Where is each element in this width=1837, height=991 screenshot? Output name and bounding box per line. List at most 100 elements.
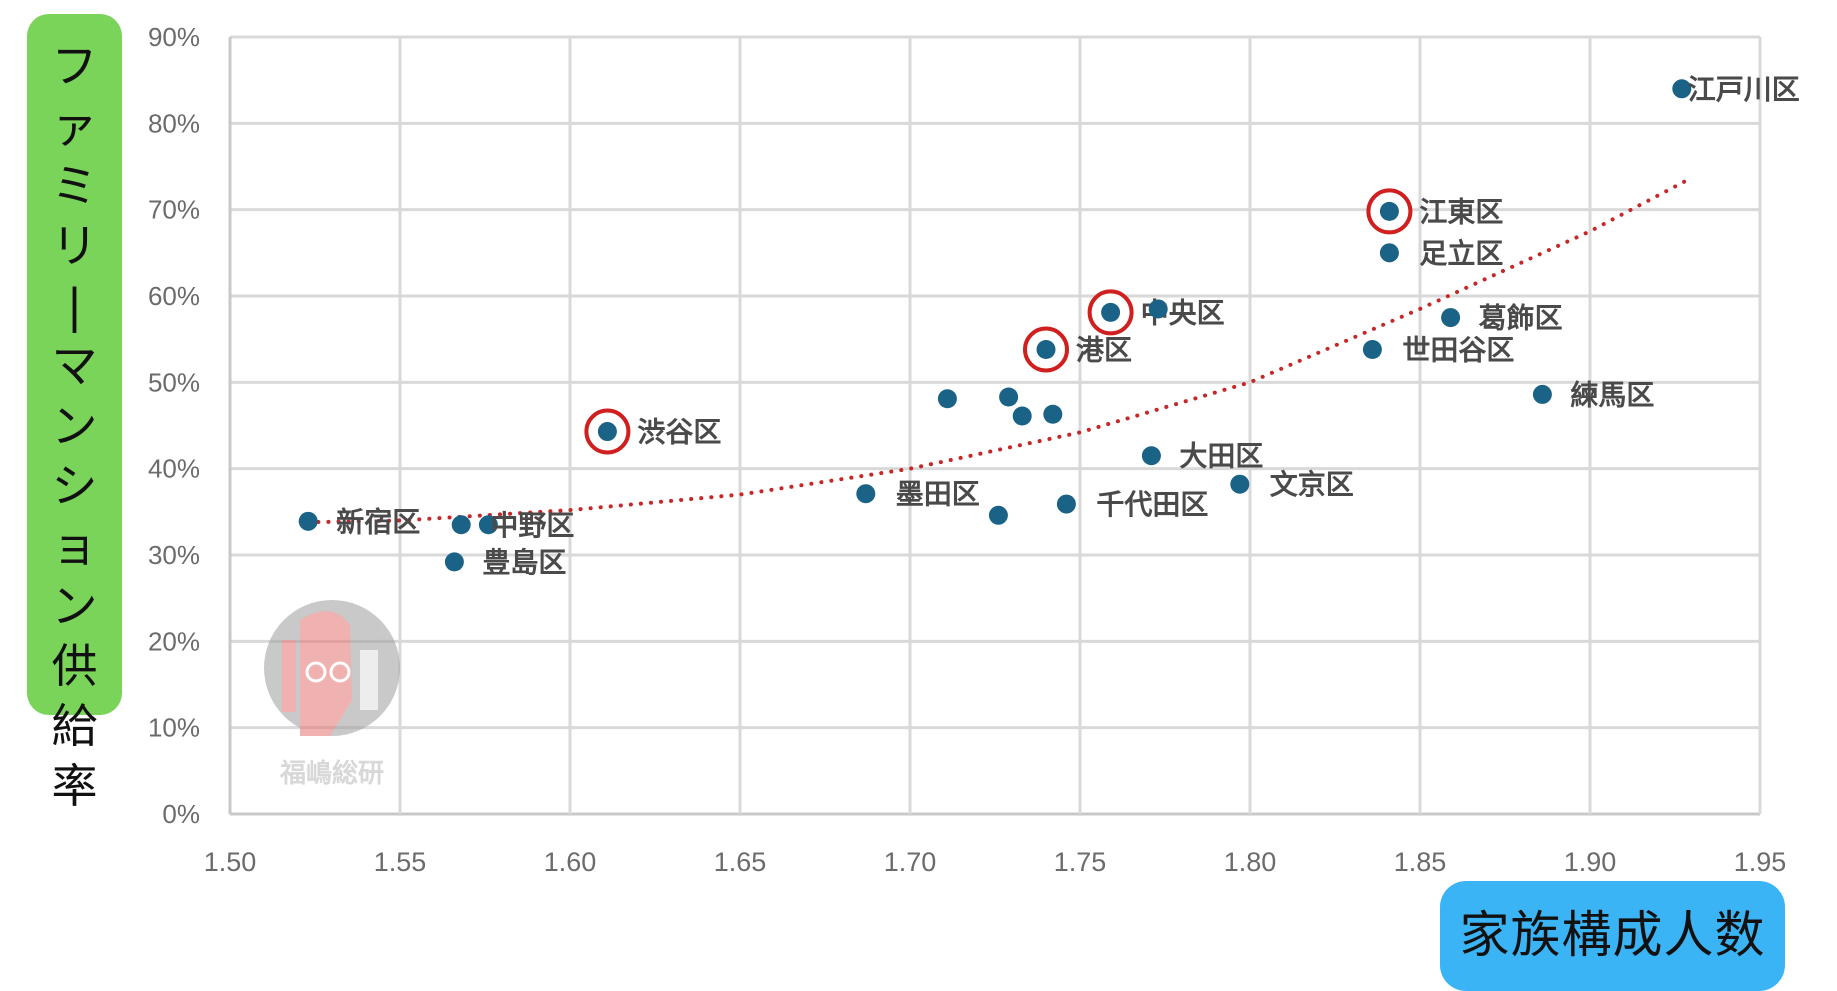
point-label: 千代田区 (1096, 488, 1208, 521)
marker-dot-icon (1532, 384, 1552, 404)
data-point: 文京区 (1230, 468, 1354, 501)
y-axis-ticks: 0% 10% 20% 30% 40% 50% 60% 70% 80% 90% (148, 22, 200, 829)
y-axis-title-char: シ (51, 459, 98, 513)
y-tick-label: 60% (148, 281, 200, 311)
data-point: 墨田区 (856, 478, 980, 511)
y-tick-label: 30% (148, 540, 200, 570)
y-axis-title-char: リ (51, 219, 98, 273)
x-tick-label: 1.85 (1394, 847, 1447, 877)
marker-dot-icon (1230, 474, 1250, 494)
y-axis-title-char: 率 (51, 759, 98, 813)
y-axis-title-char: ン (51, 579, 98, 633)
y-axis-title-char: ミ (51, 159, 98, 213)
y-tick-label: 20% (148, 626, 200, 656)
x-tick-label: 1.65 (714, 847, 767, 877)
point-label: 世田谷区 (1402, 334, 1514, 367)
point-label: 豊島区 (482, 546, 566, 579)
y-tick-label: 80% (148, 108, 200, 138)
y-tick-label: 40% (148, 454, 200, 484)
marker-dot-icon (1101, 302, 1121, 322)
x-tick-label: 1.50 (204, 847, 257, 877)
marker-dot-icon (856, 484, 876, 504)
data-point: 千代田区 (1056, 488, 1208, 521)
marker-dot-icon (298, 511, 318, 531)
marker-dot-icon (1012, 406, 1032, 426)
x-tick-label: 1.70 (884, 847, 937, 877)
x-tick-label: 1.80 (1224, 847, 1277, 877)
y-tick-label: 50% (148, 367, 200, 397)
data-point: 大田区 (1141, 440, 1263, 473)
x-tick-label: 1.75 (1054, 847, 1107, 877)
marker-dot-icon (478, 515, 498, 535)
marker-dot-icon (1141, 446, 1161, 466)
watermark-logo: 福嶋総研 (264, 600, 400, 789)
point-label: 江戸川区 (1688, 73, 1800, 106)
y-axis-title-char: 供 (51, 639, 98, 693)
x-tick-label: 1.60 (544, 847, 597, 877)
marker-dot-icon (1379, 201, 1399, 221)
x-tick-label: 1.55 (374, 847, 427, 877)
marker-dot-icon (1672, 79, 1692, 99)
marker-dot-icon (1148, 299, 1168, 319)
data-point (1043, 404, 1063, 424)
watermark-glasses-icon (329, 661, 351, 683)
point-label: 中野区 (490, 509, 574, 542)
y-axis-title-char: ョ (51, 519, 98, 573)
marker-dot-icon (937, 389, 957, 409)
data-point: 江戸川区 (1672, 73, 1800, 106)
marker-dot-icon (1056, 494, 1076, 514)
x-tick-label: 1.95 (1734, 847, 1787, 877)
watermark-building-icon (360, 650, 378, 710)
marker-dot-icon (1379, 243, 1399, 263)
y-axis-title-char: 給 (51, 699, 98, 753)
data-point: 練馬区 (1532, 378, 1654, 411)
data-point (999, 387, 1019, 407)
data-point: 足立区 (1379, 237, 1503, 270)
marker-dot-icon (1362, 340, 1382, 360)
data-point: 中野区 (478, 509, 574, 542)
data-point (451, 515, 471, 535)
point-label: 葛飾区 (1479, 302, 1563, 335)
point-label: 足立区 (1419, 237, 1503, 270)
marker-dot-icon (1441, 308, 1461, 328)
marker-dot-icon (988, 505, 1008, 525)
data-point (988, 505, 1008, 525)
data-point (1012, 406, 1032, 426)
point-label: 文京区 (1270, 468, 1354, 501)
data-point: 港区 (1023, 326, 1132, 373)
x-axis-title-text: 家族構成人数 (1459, 906, 1766, 964)
watermark-text: 福嶋総研 (279, 758, 384, 789)
x-axis-title: 家族構成人数 (1440, 881, 1785, 991)
point-label: 港区 (1076, 334, 1132, 367)
point-label: 練馬区 (1570, 378, 1654, 411)
y-tick-label: 90% (148, 22, 200, 52)
data-point (1148, 299, 1168, 319)
watermark-glasses-icon (305, 661, 327, 683)
y-axis-title: ファミリ | マンション供給率 (27, 14, 122, 813)
data-point: 新宿区 (298, 505, 420, 538)
y-axis-title-char: フ (51, 39, 98, 93)
y-tick-label: 10% (148, 713, 200, 743)
marker-dot-icon (597, 422, 617, 442)
point-label: 新宿区 (336, 505, 420, 538)
y-tick-label: 0% (162, 799, 200, 829)
x-axis-ticks: 1.50 1.55 1.60 1.65 1.70 1.75 1.80 1.85 1.90 1.95 (204, 847, 1787, 877)
marker-dot-icon (999, 387, 1019, 407)
y-axis-title-char: マ (51, 339, 98, 393)
point-label: 渋谷区 (637, 416, 721, 449)
data-point: 葛飾区 (1441, 302, 1563, 335)
y-tick-label: 70% (148, 195, 200, 225)
watermark-building-icon (282, 640, 296, 712)
marker-dot-icon (444, 552, 464, 572)
marker-dot-icon (1043, 404, 1063, 424)
data-point (937, 389, 957, 409)
marker-dot-icon (1036, 340, 1056, 360)
marker-dot-icon (451, 515, 471, 535)
y-axis-title-char: ァ (51, 99, 98, 153)
data-point: 江東区 (1366, 188, 1503, 235)
data-point: 中央区 (1087, 289, 1225, 336)
y-axis-title-char: | (66, 279, 83, 333)
point-label: 大田区 (1179, 440, 1263, 473)
